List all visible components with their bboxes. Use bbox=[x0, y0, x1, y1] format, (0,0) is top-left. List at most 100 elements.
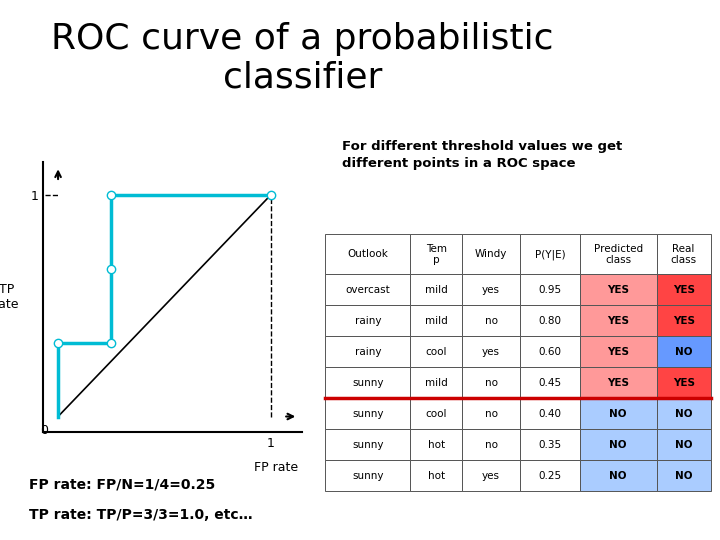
Text: no: no bbox=[485, 440, 498, 450]
Text: 0.60: 0.60 bbox=[539, 347, 562, 357]
Text: YES: YES bbox=[607, 285, 629, 295]
Bar bbox=[462, 367, 520, 399]
Bar bbox=[520, 306, 580, 336]
Text: YES: YES bbox=[672, 316, 695, 326]
Bar bbox=[410, 234, 462, 274]
Bar bbox=[580, 274, 657, 306]
Bar bbox=[520, 399, 580, 429]
Text: NO: NO bbox=[675, 440, 693, 450]
Bar bbox=[580, 367, 657, 399]
Text: NO: NO bbox=[675, 409, 693, 419]
Bar bbox=[657, 336, 711, 367]
Text: no: no bbox=[485, 409, 498, 419]
Bar bbox=[462, 429, 520, 461]
Text: 0.40: 0.40 bbox=[539, 409, 562, 419]
Bar bbox=[520, 461, 580, 491]
Text: NO: NO bbox=[609, 409, 627, 419]
Text: Tem
p: Tem p bbox=[426, 244, 446, 265]
Text: yes: yes bbox=[482, 285, 500, 295]
Text: YES: YES bbox=[672, 378, 695, 388]
Text: FP rate: FP/N=1/4=0.25: FP rate: FP/N=1/4=0.25 bbox=[29, 478, 215, 492]
Text: mild: mild bbox=[425, 316, 448, 326]
Text: Predicted
class: Predicted class bbox=[593, 244, 643, 265]
Text: sunny: sunny bbox=[352, 471, 384, 481]
Bar bbox=[325, 306, 410, 336]
Text: YES: YES bbox=[607, 347, 629, 357]
Bar bbox=[520, 367, 580, 399]
Text: TP rate: TP/P=3/3=1.0, etc…: TP rate: TP/P=3/3=1.0, etc… bbox=[29, 508, 253, 522]
Bar bbox=[657, 429, 711, 461]
Bar bbox=[410, 399, 462, 429]
Text: cool: cool bbox=[426, 409, 447, 419]
Bar bbox=[462, 274, 520, 306]
Bar bbox=[580, 336, 657, 367]
Bar bbox=[520, 336, 580, 367]
Text: FP rate: FP rate bbox=[254, 461, 299, 474]
Text: mild: mild bbox=[425, 378, 448, 388]
Text: 0: 0 bbox=[40, 424, 48, 437]
Bar bbox=[325, 399, 410, 429]
Text: yes: yes bbox=[482, 471, 500, 481]
Text: YES: YES bbox=[672, 285, 695, 295]
Text: Windy: Windy bbox=[475, 249, 508, 259]
Bar bbox=[580, 306, 657, 336]
Text: P(Y|E): P(Y|E) bbox=[534, 249, 565, 260]
Text: cool: cool bbox=[426, 347, 447, 357]
Bar bbox=[325, 234, 410, 274]
Text: mild: mild bbox=[425, 285, 448, 295]
Text: 0.35: 0.35 bbox=[539, 440, 562, 450]
Bar bbox=[520, 274, 580, 306]
Bar bbox=[462, 336, 520, 367]
Bar bbox=[580, 429, 657, 461]
Text: YES: YES bbox=[607, 316, 629, 326]
Text: 0.80: 0.80 bbox=[539, 316, 562, 326]
Bar bbox=[410, 306, 462, 336]
Text: sunny: sunny bbox=[352, 409, 384, 419]
Text: no: no bbox=[485, 316, 498, 326]
Bar bbox=[410, 429, 462, 461]
Text: hot: hot bbox=[428, 471, 445, 481]
Text: Outlook: Outlook bbox=[347, 249, 388, 259]
Bar bbox=[520, 234, 580, 274]
Text: NO: NO bbox=[675, 471, 693, 481]
Bar bbox=[462, 461, 520, 491]
Text: rainy: rainy bbox=[354, 316, 381, 326]
Bar bbox=[657, 274, 711, 306]
Bar bbox=[462, 399, 520, 429]
Bar bbox=[462, 306, 520, 336]
Text: no: no bbox=[485, 378, 498, 388]
Text: 0.25: 0.25 bbox=[539, 471, 562, 481]
Text: ROC curve of a probabilistic
classifier: ROC curve of a probabilistic classifier bbox=[51, 22, 554, 95]
Bar bbox=[325, 461, 410, 491]
Bar bbox=[580, 234, 657, 274]
Bar bbox=[462, 234, 520, 274]
Bar bbox=[325, 274, 410, 306]
Bar bbox=[657, 399, 711, 429]
Text: rainy: rainy bbox=[354, 347, 381, 357]
Bar bbox=[657, 234, 711, 274]
Text: yes: yes bbox=[482, 347, 500, 357]
Bar bbox=[657, 367, 711, 399]
Text: overcast: overcast bbox=[346, 285, 390, 295]
Bar bbox=[580, 399, 657, 429]
Text: NO: NO bbox=[609, 471, 627, 481]
Text: 0.45: 0.45 bbox=[539, 378, 562, 388]
Text: sunny: sunny bbox=[352, 378, 384, 388]
Text: YES: YES bbox=[607, 378, 629, 388]
Text: NO: NO bbox=[675, 347, 693, 357]
Bar bbox=[410, 336, 462, 367]
Bar bbox=[657, 306, 711, 336]
Bar bbox=[325, 336, 410, 367]
Text: hot: hot bbox=[428, 440, 445, 450]
Bar bbox=[410, 367, 462, 399]
Text: 0.95: 0.95 bbox=[539, 285, 562, 295]
Bar bbox=[410, 274, 462, 306]
Text: For different threshold values we get
different points in a ROC space: For different threshold values we get di… bbox=[342, 140, 622, 171]
Text: TP
rate: TP rate bbox=[0, 283, 19, 311]
Bar bbox=[580, 461, 657, 491]
Bar bbox=[520, 429, 580, 461]
Bar bbox=[410, 461, 462, 491]
Bar bbox=[325, 429, 410, 461]
Bar bbox=[657, 461, 711, 491]
Text: Real
class: Real class bbox=[670, 244, 697, 265]
